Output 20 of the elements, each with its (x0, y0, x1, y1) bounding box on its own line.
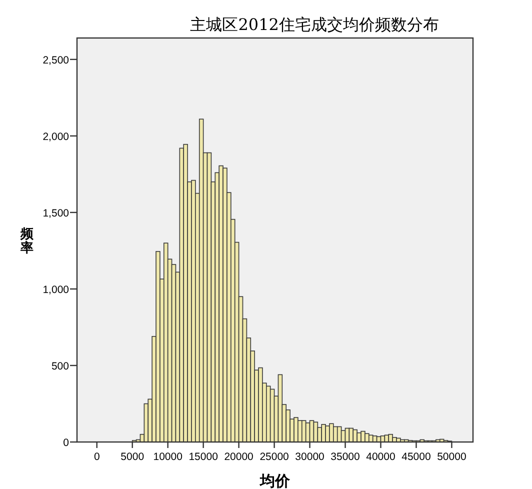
y-tick-label: 1,000 (42, 284, 70, 296)
y-axis-title: 频率 (20, 227, 34, 256)
x-tick-label: 25000 (260, 451, 290, 463)
chart-title: 主城区2012住宅成交均价频数分布 (190, 15, 439, 34)
x-tick-label: 15000 (188, 451, 218, 463)
x-tick-label: 35000 (330, 451, 360, 463)
x-tick-label: 50000 (437, 451, 466, 463)
y-tick-label: 0 (63, 437, 70, 449)
y-tick-label: 500 (51, 360, 70, 372)
y-tick-label: 2,000 (42, 130, 70, 143)
x-tick-label: 20000 (224, 451, 254, 463)
y-tick-label: 2,500 (42, 54, 70, 66)
x-tick-label: 5000 (120, 451, 144, 463)
y-tick-label: 1,500 (42, 207, 70, 220)
x-axis-title: 均价 (259, 472, 291, 489)
x-tick-label: 10000 (153, 451, 183, 463)
x-tick-label: 40000 (366, 451, 396, 463)
x-tick-label: 45000 (402, 451, 431, 463)
x-tick-label: 0 (94, 451, 100, 463)
x-tick-label: 30000 (295, 451, 325, 463)
